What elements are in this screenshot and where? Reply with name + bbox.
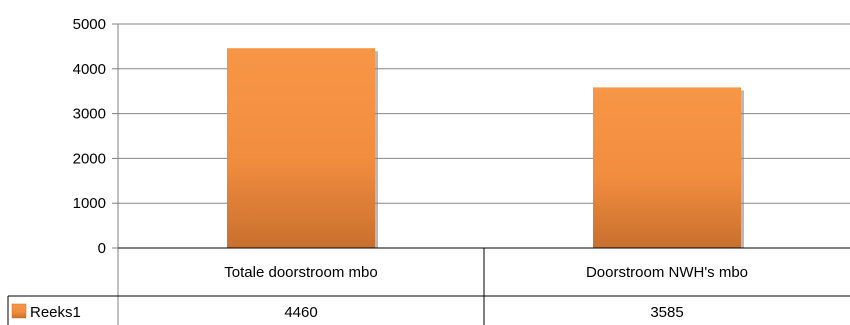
legend-swatch [11, 303, 27, 319]
y-tick-label: 1000 [73, 195, 106, 212]
category-label: Totale doorstroom mbo [224, 264, 377, 281]
data-table: Totale doorstroom mbo Doorstroom NWH's mb… [7, 247, 850, 325]
y-axis-ticks: 0 1000 2000 3000 4000 5000 [73, 16, 118, 257]
y-tick-label: 4000 [73, 61, 106, 78]
category-label: Doorstroom NWH's mbo [586, 264, 748, 281]
bar [593, 87, 741, 248]
bar [227, 48, 375, 248]
y-tick-label: 0 [98, 240, 106, 257]
table-value: 4460 [284, 304, 317, 321]
y-tick-label: 3000 [73, 106, 106, 123]
y-tick-label: 5000 [73, 16, 106, 33]
table-value: 3585 [650, 304, 683, 321]
y-tick-label: 2000 [73, 150, 106, 167]
legend-label: Reeks1 [30, 304, 81, 321]
bars [227, 48, 744, 248]
